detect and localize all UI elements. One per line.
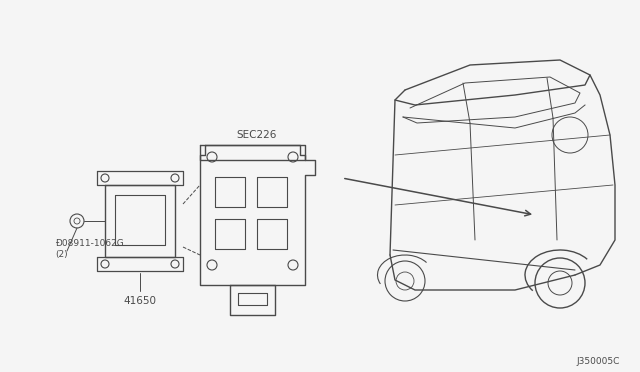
Text: SEC226: SEC226 xyxy=(237,130,277,140)
Text: (2): (2) xyxy=(55,250,68,259)
Text: Ð08911-1062G: Ð08911-1062G xyxy=(55,238,124,247)
Text: 41650: 41650 xyxy=(124,296,157,306)
Text: J350005C: J350005C xyxy=(577,357,620,366)
